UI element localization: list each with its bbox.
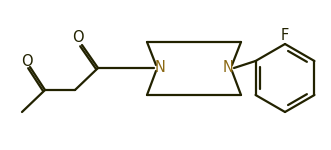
Text: F: F	[281, 27, 289, 42]
Text: N: N	[222, 60, 233, 75]
Text: N: N	[155, 60, 166, 75]
Text: O: O	[72, 30, 84, 45]
Text: O: O	[21, 54, 33, 69]
